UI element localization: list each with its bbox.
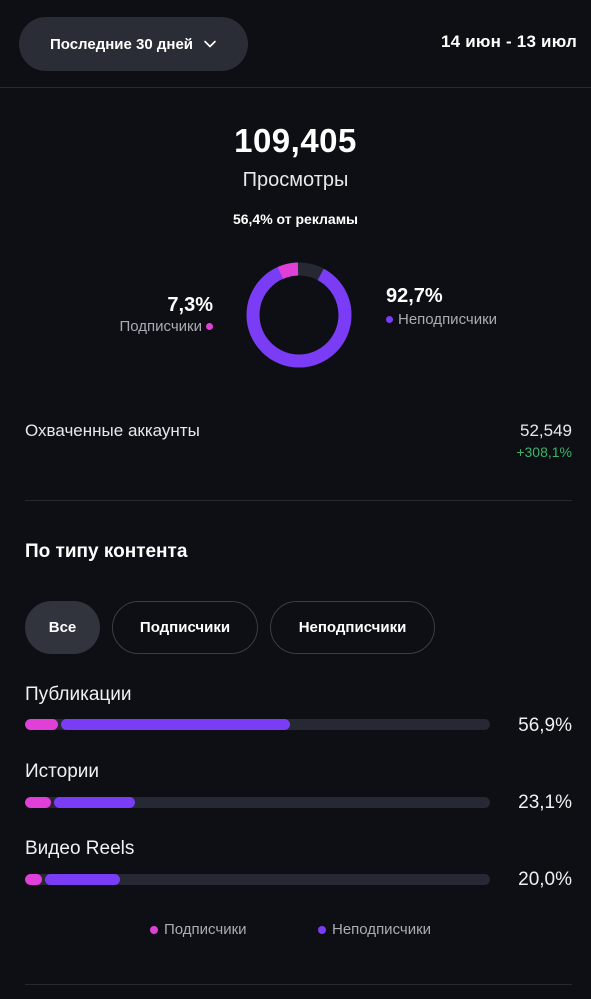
chevron-down-icon: [204, 40, 216, 48]
header: Последние 30 дней 14 июн - 13 июл: [0, 0, 591, 88]
filter-all-chip[interactable]: Все: [25, 601, 100, 654]
content-row-pct: 20,0%: [518, 869, 572, 890]
donut-segment-non-followers: [246, 262, 352, 368]
bar-non-followers-segment: [45, 874, 120, 885]
ads-share-note: 56,4% от рекламы: [232, 211, 359, 227]
period-label: Последние 30 дней: [49, 35, 194, 53]
non-followers-share: 92,7% Неподписчики: [386, 285, 516, 329]
followers-dot-icon: [206, 323, 213, 331]
followers-share: 7,3% Подписчики: [60, 294, 213, 336]
followers-label: Подписчики: [119, 318, 202, 335]
legend-non-followers-label: Неподписчики: [332, 921, 432, 938]
content-bar-track: [25, 797, 490, 808]
period-dropdown-button[interactable]: Последние 30 дней: [19, 17, 248, 71]
content-row-pct: 23,1%: [518, 792, 572, 813]
reach-label: Охваченные аккаунты: [25, 421, 200, 440]
reach-value: 52,549: [520, 421, 572, 440]
views-label: Просмотры: [242, 169, 349, 191]
divider: [25, 984, 572, 985]
date-range: 14 июн - 13 июл: [441, 32, 577, 51]
bar-followers-segment: [25, 797, 51, 808]
bar-non-followers-segment: [54, 797, 135, 808]
legend-non-followers: Неподписчики: [318, 921, 431, 938]
followers-dot-icon: [150, 925, 158, 934]
filter-non-followers-chip[interactable]: Неподписчики: [270, 601, 435, 654]
non-followers-dot-icon: [386, 316, 393, 323]
section-title: По типу контента: [25, 541, 188, 562]
legend-followers: Подписчики: [150, 921, 247, 938]
bar-non-followers-segment: [61, 719, 290, 730]
followers-pct: 7,3%: [167, 294, 213, 316]
content-row-pct: 56,9%: [518, 715, 572, 736]
non-followers-dot-icon: [318, 925, 326, 934]
views-total: 109,405: [234, 122, 357, 159]
content-bar-track: [25, 874, 490, 885]
bar-followers-segment: [25, 719, 58, 730]
content-row-label: Истории: [25, 761, 100, 782]
divider: [25, 500, 572, 501]
reach-change: +308,1%: [516, 444, 572, 460]
non-followers-label: Неподписчики: [398, 311, 498, 328]
filter-followers-chip[interactable]: Подписчики: [112, 601, 258, 654]
divider: [0, 87, 591, 88]
audience-donut-chart: [246, 262, 352, 368]
bar-followers-segment: [25, 874, 42, 885]
content-bar-track: [25, 719, 490, 730]
non-followers-pct: 92,7%: [386, 285, 443, 307]
content-row-label: Публикации: [25, 684, 132, 705]
content-row-label: Видео Reels: [25, 838, 135, 859]
legend-followers-label: Подписчики: [164, 921, 247, 938]
